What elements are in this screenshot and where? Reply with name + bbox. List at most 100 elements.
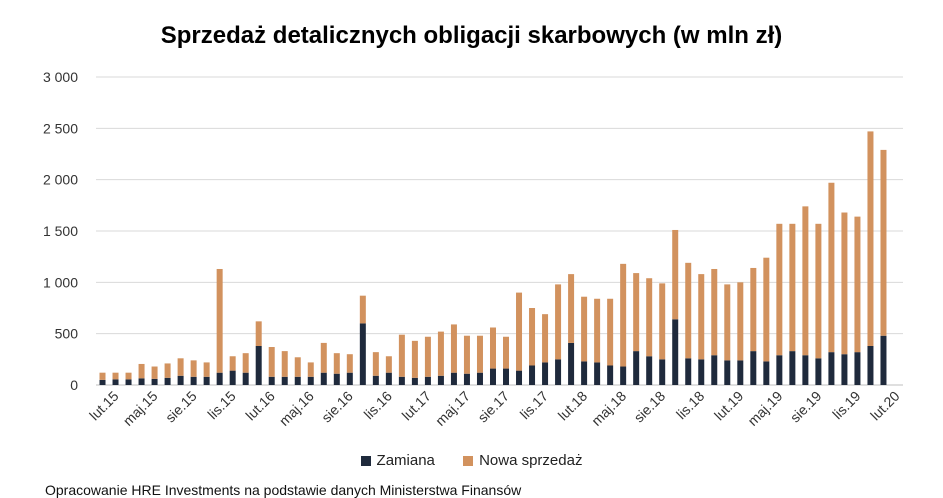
bar-zamiana [763, 361, 770, 385]
bar-zamiana [164, 377, 171, 385]
legend-swatch-zamiana [360, 455, 371, 466]
bar-zamiana [190, 376, 197, 385]
bar-nowa-sprzedaz [255, 321, 262, 346]
bar-nowa-sprzedaz [372, 352, 379, 376]
bar-zamiana [346, 372, 353, 385]
y-tick-label: 0 [70, 377, 78, 393]
x-tick-label: lut.20 [867, 388, 903, 424]
bar-nowa-sprzedaz [867, 131, 874, 346]
bar-nowa-sprzedaz [724, 284, 731, 361]
bar-nowa-sprzedaz [268, 347, 275, 377]
bar-nowa-sprzedaz [333, 353, 340, 374]
bar-zamiana [437, 375, 444, 385]
bar-nowa-sprzedaz [99, 372, 106, 380]
bar-nowa-sprzedaz [685, 262, 692, 359]
bar-zamiana [737, 360, 744, 385]
x-tick-label: lut.15 [86, 388, 122, 424]
bar-zamiana [672, 319, 679, 385]
x-tick-label: sie.17 [474, 388, 512, 426]
bar-zamiana [568, 342, 575, 385]
bar-zamiana [242, 372, 249, 385]
bar-nowa-sprzedaz [359, 295, 366, 324]
bar-nowa-sprzedaz [802, 206, 809, 356]
bar-zamiana [229, 370, 236, 385]
bar-zamiana [711, 355, 718, 385]
x-tick-label: sie.18 [631, 388, 669, 426]
bar-zamiana [359, 323, 366, 385]
bar-zamiana [294, 376, 301, 385]
bar-zamiana [698, 359, 705, 385]
chart-title: Sprzedaż detalicznych obligacji skarbowy… [160, 22, 783, 49]
x-tick-label: lis.16 [361, 388, 396, 423]
bar-zamiana [424, 376, 431, 385]
bar-nowa-sprzedaz [385, 356, 392, 373]
bar-nowa-sprzedaz [659, 283, 666, 360]
bar-nowa-sprzedaz [307, 362, 314, 377]
bar-zamiana [489, 368, 496, 385]
bar-nowa-sprzedaz [854, 216, 861, 353]
bar-zamiana [594, 362, 601, 385]
bar-nowa-sprzedaz [815, 223, 822, 359]
bar-nowa-sprzedaz [489, 327, 496, 369]
bar-nowa-sprzedaz [346, 354, 353, 373]
bar-zamiana [776, 355, 783, 385]
bar-nowa-sprzedaz [190, 360, 197, 377]
bar-zamiana [333, 373, 340, 385]
x-tick-label: sie.19 [787, 388, 825, 426]
legend: Zamiana Nowa sprzedaż [0, 452, 943, 470]
bar-zamiana [685, 358, 692, 385]
bar-zamiana [659, 359, 666, 385]
bar-nowa-sprzedaz [789, 223, 796, 352]
bar-nowa-sprzedaz [138, 363, 145, 379]
bar-nowa-sprzedaz [424, 336, 431, 377]
bar-zamiana [646, 356, 653, 385]
bar-zamiana [854, 352, 861, 385]
bar-nowa-sprzedaz [125, 372, 132, 380]
bar-zamiana [802, 355, 809, 385]
bar-nowa-sprzedaz [763, 257, 770, 362]
bar-nowa-sprzedaz [672, 229, 679, 320]
bar-zamiana [503, 368, 510, 385]
bar-nowa-sprzedaz [437, 331, 444, 376]
bar-zamiana [203, 376, 210, 385]
bar-zamiana [281, 376, 288, 385]
x-tick-label: lut.17 [399, 388, 435, 424]
y-tick-label: 2 500 [43, 120, 78, 136]
bar-zamiana [372, 375, 379, 385]
bar-zamiana [138, 378, 145, 385]
bar-nowa-sprzedaz [242, 353, 249, 373]
source-footnote: Opracowanie HRE Investments na podstawie… [45, 482, 522, 498]
bar-zamiana [867, 345, 874, 385]
bar-nowa-sprzedaz [698, 274, 705, 360]
bar-zamiana [463, 373, 470, 385]
bar-zamiana [99, 379, 106, 385]
y-tick-label: 3 000 [43, 69, 78, 85]
bar-nowa-sprzedaz [776, 223, 783, 356]
bar-nowa-sprzedaz [112, 372, 119, 380]
x-tick-label: sie.16 [318, 388, 356, 426]
bars [99, 131, 887, 385]
bar-nowa-sprzedaz [841, 212, 848, 355]
bar-zamiana [385, 372, 392, 385]
bar-nowa-sprzedaz [281, 351, 288, 377]
bar-zamiana [125, 379, 132, 385]
bar-zamiana [724, 360, 731, 385]
bar-zamiana [789, 351, 796, 385]
bar-zamiana [398, 376, 405, 385]
bar-zamiana [542, 362, 549, 385]
bar-nowa-sprzedaz [203, 362, 210, 377]
x-tick-label: lut.19 [711, 388, 747, 424]
legend-label-nowa-sprzedaz: Nowa sprzedaż [479, 452, 583, 469]
bar-nowa-sprzedaz [476, 335, 483, 373]
bar-zamiana [255, 345, 262, 385]
bar-zamiana [880, 335, 887, 385]
bar-zamiana [177, 375, 184, 385]
bar-zamiana [841, 354, 848, 385]
bar-zamiana [476, 372, 483, 385]
y-tick-label: 2 000 [43, 172, 78, 188]
bar-zamiana [828, 352, 835, 385]
y-tick-label: 500 [55, 326, 79, 342]
legend-swatch-nowa-sprzedaz [463, 455, 474, 466]
bar-nowa-sprzedaz [411, 340, 418, 378]
